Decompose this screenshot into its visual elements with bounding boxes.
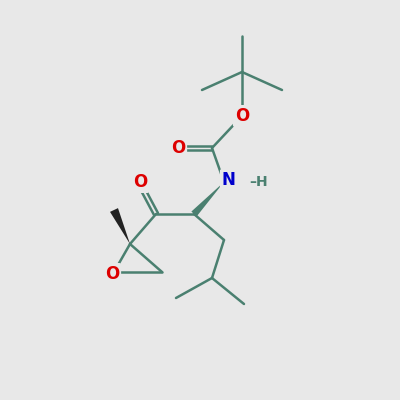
Text: O: O (133, 173, 147, 191)
Polygon shape (110, 208, 130, 244)
Polygon shape (191, 182, 224, 216)
Text: N: N (222, 171, 236, 189)
Text: O: O (105, 265, 119, 283)
Text: –H: –H (249, 175, 268, 189)
Text: O: O (235, 107, 249, 125)
Text: O: O (171, 139, 185, 157)
